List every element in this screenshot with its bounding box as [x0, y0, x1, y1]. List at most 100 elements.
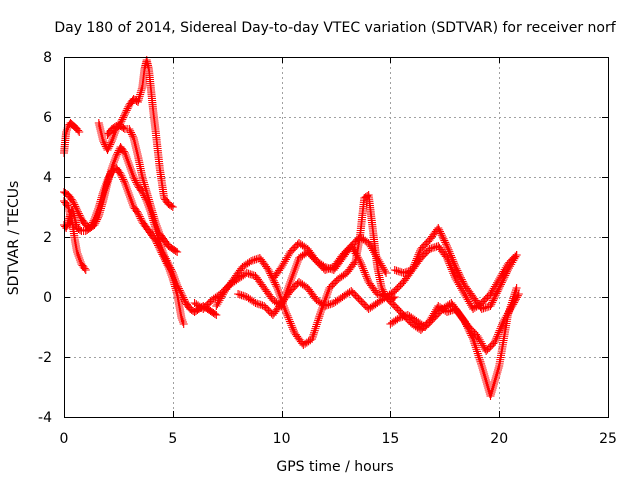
data-point: [401, 268, 410, 277]
data-point: [178, 316, 187, 324]
data-point: [359, 266, 368, 275]
data-point: [321, 266, 330, 274]
data-point: [442, 254, 451, 262]
data-point: [358, 262, 367, 271]
data-point: [481, 376, 490, 384]
axis-ticks: 0 5 10 15 20 25 -4 -2 0 2 4 6 8: [38, 50, 617, 447]
data-point: [118, 173, 127, 182]
data-point: [287, 276, 296, 284]
data-point: [492, 334, 501, 343]
data-point: [122, 106, 131, 115]
data-point: [380, 292, 389, 301]
data-point: [512, 284, 521, 292]
data-point: [312, 322, 321, 331]
series-track-9: [234, 278, 521, 400]
data-point: [161, 257, 170, 266]
data-point: [166, 269, 175, 277]
data-point: [237, 291, 246, 300]
data-point: [398, 312, 407, 321]
x-axis-label: GPS time / hours: [276, 459, 393, 475]
data-point: [167, 271, 176, 279]
data-point: [129, 173, 138, 181]
data-point: [124, 102, 133, 111]
data-point: [285, 280, 294, 288]
data-point: [171, 247, 180, 255]
data-point: [151, 218, 160, 226]
data-point: [154, 226, 163, 234]
data-point: [394, 267, 403, 276]
data-point: [455, 270, 464, 279]
data-point: [469, 335, 478, 343]
data-point: [313, 318, 322, 327]
grid: [64, 57, 608, 417]
data-point: [128, 132, 137, 141]
data-point: [324, 286, 333, 294]
data-point: [247, 257, 256, 265]
y-tick-label: -4: [38, 410, 52, 426]
data-point: [360, 268, 369, 277]
data-point: [123, 185, 132, 193]
data-point: [281, 306, 290, 314]
data-point: [445, 259, 454, 268]
data-point: [212, 311, 221, 319]
data-point: [91, 213, 100, 221]
data-point: [476, 357, 485, 366]
data-point: [99, 186, 108, 194]
data-point: [450, 273, 459, 282]
data-point: [284, 313, 293, 322]
data-point: [124, 159, 133, 167]
data-point: [442, 242, 451, 250]
data-point: [110, 158, 119, 166]
data-point: [263, 264, 272, 273]
data-point: [511, 295, 520, 304]
data-point: [427, 244, 436, 253]
data-point: [104, 144, 113, 153]
data-point: [287, 274, 296, 282]
data-point: [74, 252, 83, 260]
data-point: [446, 249, 455, 258]
data-point: [167, 202, 176, 210]
data-point: [153, 239, 162, 248]
data-point: [62, 128, 71, 136]
data-point: [355, 257, 364, 265]
data-point: [494, 366, 503, 374]
data-point: [116, 170, 125, 178]
data-point: [123, 155, 132, 163]
data-point: [154, 243, 163, 252]
data-point: [376, 291, 385, 300]
data-point: [86, 224, 95, 232]
data-point: [110, 123, 119, 131]
data-point: [102, 178, 111, 186]
data-point: [491, 374, 500, 382]
data-point: [126, 163, 135, 171]
data-point: [126, 165, 135, 173]
data-point: [285, 317, 294, 326]
data-point: [125, 191, 134, 199]
data-point: [514, 290, 523, 298]
data-point: [482, 378, 491, 386]
data-point: [120, 177, 129, 186]
data-point: [395, 267, 404, 276]
data-point: [107, 138, 116, 147]
data-point: [164, 263, 173, 271]
data-point: [75, 128, 84, 136]
data-point: [289, 270, 298, 278]
data-point: [89, 216, 98, 225]
data-point: [113, 148, 122, 157]
data-point: [62, 224, 71, 232]
data-point: [511, 296, 520, 305]
data-point: [126, 126, 135, 135]
data-point: [469, 337, 478, 346]
data-point: [479, 368, 488, 376]
data-point: [76, 258, 85, 266]
data-point: [494, 328, 503, 337]
data-point: [152, 220, 161, 228]
data-point: [404, 267, 413, 276]
data-point: [471, 343, 480, 352]
y-tick-label: 4: [43, 170, 52, 186]
data-point: [308, 332, 317, 341]
data-point: [448, 267, 457, 276]
data-point: [289, 325, 298, 334]
chart-title: Day 180 of 2014, Sidereal Day-to-day VTE…: [54, 20, 616, 36]
data-point: [165, 267, 174, 275]
